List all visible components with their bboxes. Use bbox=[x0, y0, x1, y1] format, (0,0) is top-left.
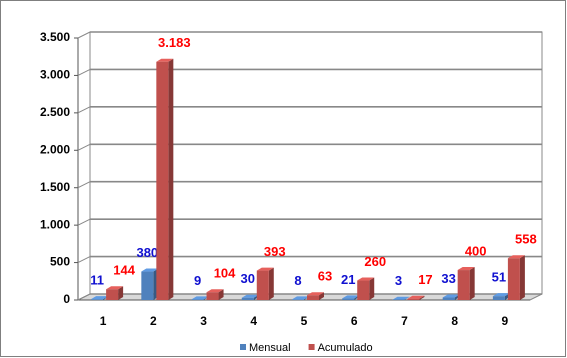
bar-top bbox=[156, 58, 174, 62]
bar bbox=[292, 299, 304, 300]
bar bbox=[357, 280, 370, 300]
legend-label: Mensual bbox=[249, 342, 291, 354]
bar bbox=[457, 270, 470, 300]
grid-line-side bbox=[77, 256, 91, 264]
bar-top bbox=[292, 296, 309, 300]
legend-label: Acumulado bbox=[318, 342, 373, 354]
bar bbox=[206, 292, 219, 300]
bar bbox=[156, 61, 169, 301]
bar bbox=[507, 258, 520, 300]
x-tick-label: 3 bbox=[200, 314, 207, 328]
value-label: 63 bbox=[318, 269, 332, 284]
value-label: 3 bbox=[395, 273, 402, 288]
value-label: 144 bbox=[113, 263, 135, 278]
grid-line-side bbox=[77, 31, 91, 39]
y-tick-label: 0 bbox=[63, 292, 70, 306]
bar bbox=[241, 297, 254, 300]
bar bbox=[442, 297, 455, 300]
y-tick-label: 1.500 bbox=[40, 180, 70, 194]
bar-top bbox=[342, 295, 360, 299]
bar bbox=[106, 289, 119, 300]
y-tick-label: 2.000 bbox=[40, 142, 70, 156]
bar bbox=[141, 271, 154, 300]
bar-top bbox=[91, 296, 109, 300]
bar-top bbox=[492, 293, 510, 297]
legend-swatch bbox=[240, 344, 246, 350]
value-label: 393 bbox=[264, 244, 286, 259]
y-tick-label: 1.000 bbox=[40, 217, 70, 231]
bar-top bbox=[191, 296, 209, 300]
bar-top bbox=[256, 267, 274, 271]
x-tick-label: 4 bbox=[250, 314, 257, 328]
value-label: 380 bbox=[136, 245, 158, 260]
value-label: 3.183 bbox=[158, 35, 191, 50]
value-label: 21 bbox=[341, 272, 355, 287]
bar-side bbox=[268, 267, 274, 300]
bar-side bbox=[118, 286, 124, 300]
value-label: 11 bbox=[90, 273, 104, 288]
bar-top bbox=[407, 295, 425, 299]
bar-top bbox=[141, 268, 159, 272]
grid-line-side bbox=[77, 293, 91, 301]
y-tick-label: 3.000 bbox=[40, 68, 70, 82]
value-label: 30 bbox=[241, 271, 255, 286]
bar-side bbox=[319, 292, 324, 300]
x-tick-label: 7 bbox=[401, 314, 408, 328]
value-label: 33 bbox=[441, 271, 455, 286]
x-tick-label: 2 bbox=[150, 314, 157, 328]
x-tick-label: 6 bbox=[351, 314, 358, 328]
y-tick-label: 3.500 bbox=[40, 30, 70, 44]
y-tick-label: 500 bbox=[50, 255, 70, 269]
grid-line-side bbox=[77, 143, 91, 151]
bar bbox=[256, 270, 269, 300]
bar bbox=[492, 296, 505, 300]
grid-line-side bbox=[77, 181, 91, 189]
value-label: 17 bbox=[418, 272, 432, 287]
x-tick-label: 9 bbox=[502, 314, 509, 328]
value-label: 51 bbox=[492, 270, 506, 285]
bar-side bbox=[404, 296, 410, 300]
bar bbox=[407, 298, 420, 300]
bar-side bbox=[218, 289, 224, 300]
grid-line-side bbox=[77, 68, 91, 76]
x-tick-label: 8 bbox=[451, 314, 458, 328]
value-label: 400 bbox=[465, 243, 487, 258]
bar-side bbox=[519, 255, 525, 300]
bar-side bbox=[168, 58, 174, 301]
bar-top bbox=[442, 294, 460, 298]
value-label: 8 bbox=[294, 273, 301, 288]
value-label: 558 bbox=[515, 232, 537, 247]
legend-swatch bbox=[308, 344, 315, 350]
value-label: 9 bbox=[194, 273, 201, 288]
bar-side bbox=[419, 295, 425, 300]
grid-line-side bbox=[77, 218, 91, 226]
bar-top bbox=[507, 255, 525, 259]
bar-top bbox=[106, 286, 124, 290]
bar-side bbox=[369, 277, 375, 300]
bar-top bbox=[457, 267, 475, 271]
bar bbox=[191, 299, 204, 300]
bar bbox=[91, 299, 104, 300]
bar-top bbox=[307, 292, 324, 296]
bar-top bbox=[241, 294, 259, 298]
bar-top bbox=[357, 277, 375, 281]
bar-top bbox=[392, 296, 410, 300]
y-tick-label: 2.500 bbox=[40, 105, 70, 119]
value-label: 104 bbox=[214, 266, 236, 281]
grid-line-side bbox=[77, 106, 91, 114]
bar-top bbox=[206, 289, 224, 293]
x-tick-label: 1 bbox=[100, 314, 107, 328]
bar-side bbox=[469, 267, 475, 300]
bar bbox=[342, 298, 355, 300]
x-tick-label: 5 bbox=[301, 314, 308, 328]
bar bbox=[307, 295, 319, 300]
value-label: 260 bbox=[364, 254, 386, 269]
